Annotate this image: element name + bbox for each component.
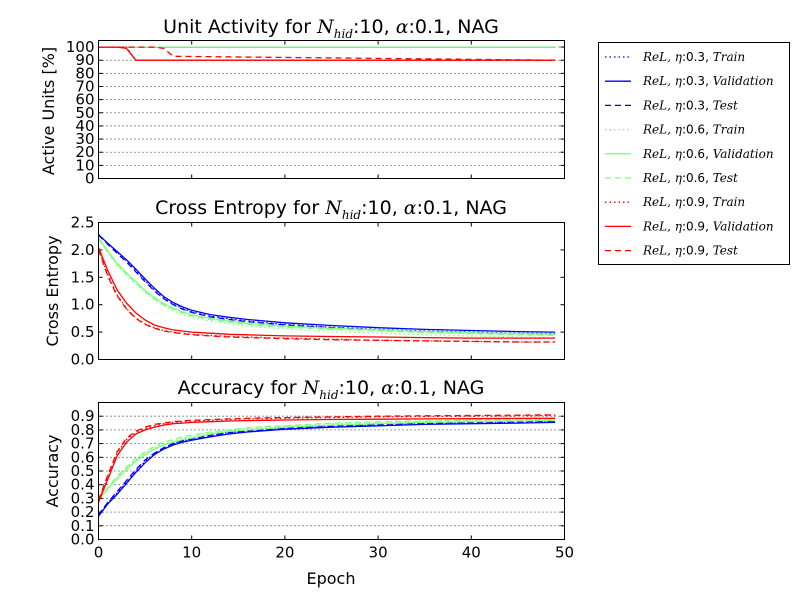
legend-label: ReL, η:0.3, Train <box>642 50 745 64</box>
y-tick-label: 2.0 <box>71 241 95 259</box>
accuracy-ylabel: Accuracy <box>43 434 62 507</box>
accuracy-series <box>97 414 556 517</box>
y-tick-label: 0.3 <box>71 489 95 507</box>
series-line-r03_test <box>98 234 556 335</box>
y-tick-label: 0.4 <box>71 476 95 494</box>
legend-label: ReL, η:0.9, Validation <box>642 219 774 233</box>
y-tick-label: 60 <box>75 91 94 109</box>
y-tick-label: 90 <box>75 51 94 69</box>
y-tick-label: 0.7 <box>71 435 95 453</box>
activity-panel: Unit Activity for Nhid:10, α:0.1, NAG Ac… <box>39 16 565 188</box>
legend-label: ReL, η:0.9, Train <box>642 195 745 209</box>
cross-entropy-yticks: 0.0 0.5 1.0 1.5 2.0 2.5 <box>71 214 565 369</box>
y-tick-label: 70 <box>75 78 94 96</box>
x-tick-label: 20 <box>275 544 294 562</box>
x-tick-label: 30 <box>369 544 388 562</box>
series-line-r09_valid <box>97 417 556 503</box>
legend-label: ReL, η:0.6, Train <box>642 123 745 137</box>
activity-xticks <box>98 40 565 179</box>
y-tick-label: 0.8 <box>71 421 95 439</box>
y-tick-label: 0.0 <box>71 351 95 369</box>
series-line-r06_test <box>98 418 556 499</box>
activity-title: Unit Activity for Nhid:10, α:0.1, NAG <box>163 16 499 41</box>
y-tick-label: 0.5 <box>71 323 95 341</box>
y-tick-label: 40 <box>75 117 94 135</box>
accuracy-frame <box>98 402 565 540</box>
y-tick-label: 0.6 <box>71 448 95 466</box>
x-tick-label: 0 <box>94 544 104 562</box>
activity-grid <box>98 46 565 179</box>
accuracy-xlabel: Epoch <box>307 569 356 588</box>
series-line-r03_train <box>97 421 556 516</box>
cross-entropy-panel: Cross Entropy for Nhid:10, α:0.1, NAG Cr… <box>43 197 565 369</box>
y-tick-label: 20 <box>75 143 94 161</box>
y-tick-label: 80 <box>75 64 94 82</box>
y-tick-label: 0.5 <box>71 462 95 480</box>
y-tick-label: 1.5 <box>71 268 95 286</box>
y-tick-label: 0.1 <box>71 517 95 535</box>
y-tick-label: 0 <box>85 170 95 188</box>
y-tick-label: 0.0 <box>71 531 95 549</box>
series-line-r06_train <box>98 418 556 499</box>
legend-label: ReL, η:0.3, Test <box>642 98 738 112</box>
accuracy-panel: Accuracy for Nhid:10, α:0.1, NAG Accurac… <box>43 377 574 588</box>
accuracy-grid <box>98 415 565 540</box>
activity-series <box>98 46 556 61</box>
series-line-r03_test <box>97 420 556 516</box>
y-tick-label: 0.2 <box>71 503 95 521</box>
legend: ReL, η:0.3, Train ReL, η:0.3, Validation R… <box>598 42 790 265</box>
series-line-r06_valid <box>98 419 556 501</box>
y-tick-label: 10 <box>75 156 94 174</box>
series-line-r09_test <box>98 46 556 61</box>
legend-label: ReL, η:0.9, Test <box>642 244 738 258</box>
series-line-r09_test <box>97 414 556 501</box>
legend-label: ReL, η:0.6, Validation <box>642 147 774 161</box>
y-tick-label: 30 <box>75 130 94 148</box>
series-line-r03_train <box>98 234 556 335</box>
cross-entropy-xticks <box>98 222 565 360</box>
legend-items: ReL, η:0.3, Train ReL, η:0.3, Validation R… <box>605 50 774 258</box>
series-line-r09_test <box>97 249 556 343</box>
accuracy-yticks: 0.00.10.20.30.40.50.60.70.80.9 <box>71 407 565 549</box>
cross-entropy-series <box>97 234 556 343</box>
activity-ylabel: Active Units [%] <box>39 47 58 175</box>
y-tick-label: 100 <box>66 38 95 56</box>
activity-frame <box>98 40 565 179</box>
y-tick-label: 1.0 <box>71 296 95 314</box>
series-line-r03_valid <box>97 421 556 517</box>
x-tick-label: 50 <box>555 544 574 562</box>
cross-entropy-ylabel: Cross Entropy <box>43 235 62 346</box>
y-tick-label: 2.5 <box>71 214 95 232</box>
y-tick-label: 0.9 <box>71 407 95 425</box>
series-line-r06_valid <box>97 237 556 335</box>
legend-label: ReL, η:0.6, Test <box>642 171 738 185</box>
series-line-r06_test <box>97 238 556 337</box>
legend-label: ReL, η:0.3, Validation <box>642 74 774 88</box>
y-tick-label: 50 <box>75 104 94 122</box>
series-line-r09_train <box>97 414 556 502</box>
cross-entropy-title: Cross Entropy for Nhid:10, α:0.1, NAG <box>155 197 507 222</box>
cross-entropy-frame <box>98 222 565 360</box>
x-tick-label: 40 <box>462 544 481 562</box>
accuracy-title: Accuracy for Nhid:10, α:0.1, NAG <box>178 377 485 402</box>
series-line-r09_valid <box>97 246 556 339</box>
series-line-r06_train <box>97 238 556 339</box>
x-tick-label: 10 <box>182 544 201 562</box>
series-line-r03_valid <box>98 234 556 333</box>
accuracy-xticks: 0 10 20 30 40 50 <box>94 402 574 562</box>
